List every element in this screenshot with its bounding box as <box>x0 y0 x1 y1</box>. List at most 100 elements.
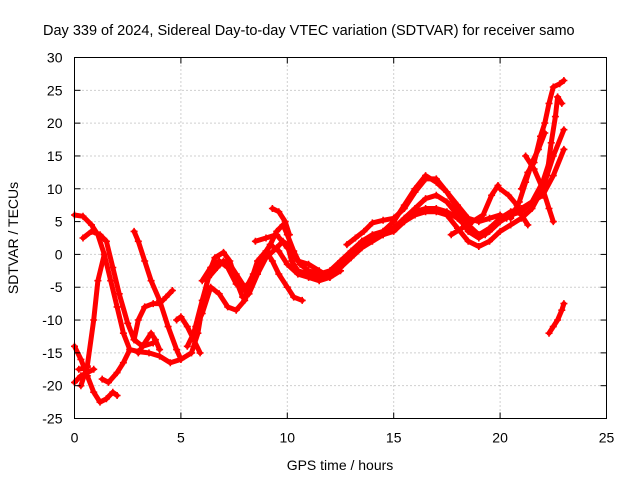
x-tick-label: 0 <box>71 430 79 446</box>
data-point-marker <box>505 191 513 199</box>
data-point-marker <box>443 188 451 196</box>
y-tick-label: -15 <box>42 345 62 361</box>
data-point-marker <box>326 273 334 281</box>
data-point-marker <box>545 99 553 107</box>
data-point-marker <box>100 250 108 258</box>
data-point-marker <box>156 346 164 354</box>
data-point-marker <box>190 329 198 337</box>
data-point-marker <box>549 218 557 226</box>
series-track-19 <box>447 182 502 239</box>
data-point-marker <box>134 237 142 245</box>
x-axis-label: GPS time / hours <box>287 457 394 473</box>
series-trace <box>269 206 292 238</box>
data-point-marker <box>83 363 91 371</box>
y-tick-label: -25 <box>42 411 62 427</box>
y-axis-label: SDTVAR / TECUs <box>5 182 21 294</box>
data-point-marker <box>522 152 530 160</box>
series-track-10 <box>130 227 185 363</box>
data-point-marker <box>337 267 344 275</box>
data-point-marker <box>173 346 181 354</box>
data-point-marker <box>251 237 259 245</box>
y-tick-label: 30 <box>47 50 63 66</box>
data-point-marker <box>358 237 366 245</box>
x-tick-label: 5 <box>177 430 185 446</box>
data-point-marker <box>549 83 557 91</box>
data-point-marker <box>275 247 283 255</box>
data-point-marker <box>145 349 153 357</box>
data-point-marker <box>134 349 142 357</box>
series-track-23 <box>543 93 566 180</box>
data-point-marker <box>224 264 232 271</box>
data-point-marker <box>215 257 223 265</box>
series-trace <box>80 228 156 349</box>
data-point-marker <box>488 191 496 199</box>
data-point-marker <box>241 296 249 304</box>
data-point-marker <box>198 310 206 317</box>
data-point-marker <box>422 205 430 212</box>
data-point-marker <box>411 185 419 193</box>
y-tick-label: 10 <box>47 181 63 197</box>
data-point-marker <box>258 254 266 262</box>
data-point-marker <box>90 316 98 324</box>
data-point-marker <box>343 241 351 249</box>
plot-frame <box>74 57 607 419</box>
data-point-marker <box>147 277 155 285</box>
data-point-marker <box>454 205 461 212</box>
data-point-marker <box>249 270 257 278</box>
x-tick-label: 25 <box>599 430 615 446</box>
data-point-marker <box>464 237 472 245</box>
data-point-marker <box>75 365 83 373</box>
data-point-marker <box>96 398 104 406</box>
series-track-22 <box>517 77 568 193</box>
data-point-marker <box>507 221 515 229</box>
data-point-marker <box>79 212 87 220</box>
data-point-marker <box>547 139 555 147</box>
data-point-marker <box>368 234 376 242</box>
data-point-marker <box>454 214 461 222</box>
data-point-marker <box>224 303 232 311</box>
data-point-marker <box>109 388 117 396</box>
data-point-marker <box>475 231 483 239</box>
data-point-marker <box>88 221 95 229</box>
data-point-marker <box>447 231 455 239</box>
data-point-marker <box>347 247 355 255</box>
data-point-marker <box>360 227 368 235</box>
data-point-marker <box>347 254 355 262</box>
data-point-marker <box>268 205 276 212</box>
data-point-marker <box>134 316 142 324</box>
data-point-marker <box>156 296 164 304</box>
data-point-marker <box>554 93 562 101</box>
y-tick-label: 25 <box>47 82 63 98</box>
data-point-marker <box>288 257 296 265</box>
data-point-marker <box>164 323 172 331</box>
data-point-marker <box>443 198 451 206</box>
data-point-marker <box>528 205 536 212</box>
data-point-marker <box>379 216 387 224</box>
data-point-marker <box>283 260 291 268</box>
data-point-marker <box>98 375 106 383</box>
data-point-marker <box>109 264 117 271</box>
axis-ticks <box>74 57 607 419</box>
x-tick-label: 20 <box>492 430 508 446</box>
data-point-marker <box>528 198 536 206</box>
data-point-marker <box>198 277 206 285</box>
data-point-marker <box>432 178 440 186</box>
data-point-marker <box>475 243 483 250</box>
data-point-marker <box>119 359 127 367</box>
chart-title: Day 339 of 2024, Sidereal Day-to-day VTE… <box>43 23 575 39</box>
series-track-7 <box>98 346 134 386</box>
y-tick-label: -20 <box>42 378 62 394</box>
data-point-marker <box>168 287 176 294</box>
data-point-marker <box>558 99 566 107</box>
data-point-marker <box>422 195 430 203</box>
data-point-marker <box>315 267 323 275</box>
data-point-marker <box>545 329 553 337</box>
data-point-marker <box>422 172 430 180</box>
data-point-marker <box>556 80 564 88</box>
data-point-marker <box>543 172 551 180</box>
data-point-marker <box>275 270 283 278</box>
data-point-marker <box>105 378 112 386</box>
data-point-marker <box>468 218 476 226</box>
data-point-marker <box>486 214 493 222</box>
y-tick-label: -10 <box>42 312 62 328</box>
